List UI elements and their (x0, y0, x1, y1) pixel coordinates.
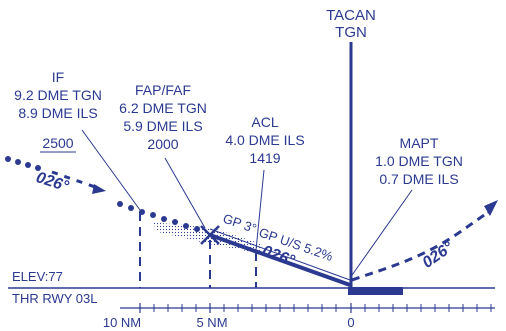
faf-leader (164, 157, 206, 229)
faf-name: FAP/FAF (135, 82, 191, 98)
acl-dme-ils: 4.0 DME ILS (225, 132, 304, 148)
tacan-ident: TGN (335, 24, 367, 41)
acl-altitude: 1419 (249, 150, 280, 166)
inbound-dashed-track (51, 170, 99, 190)
faf-dme-ils: 5.9 DME ILS (123, 118, 202, 134)
scale-minor-ticks (153, 304, 492, 312)
mapt-dme-ils: 0.7 DME ILS (379, 171, 458, 187)
if-dme-tgn: 9.2 DME TGN (14, 87, 102, 103)
if-dme-ils: 8.9 DME ILS (18, 105, 97, 121)
if-leader (81, 129, 141, 211)
inbound-dotted-track (5, 156, 41, 171)
acl-leader (255, 169, 265, 251)
faf-altitude: 2000 (147, 136, 178, 152)
mapt-name: MAPT (400, 135, 439, 151)
missed-approach-arrowhead (484, 200, 498, 216)
faf-dme-tgn: 6.2 DME TGN (119, 100, 207, 116)
elevation-label: ELEV:77 (12, 269, 63, 284)
scale-label-10nm: 10 NM (103, 315, 141, 330)
descent-dotted-track (117, 201, 200, 232)
missed-track-label: 026° (420, 239, 457, 272)
runway-block (348, 287, 403, 295)
missed-approach-path (351, 210, 491, 282)
final-approach-path (209, 233, 351, 287)
inbound-track-label: 026° (34, 169, 71, 196)
if-altitude: 2500 (42, 135, 73, 151)
scale-label-5nm: 5 NM (196, 315, 227, 330)
gp-label: GP 3° (221, 211, 259, 236)
threshold-label: THR RWY 03L (12, 291, 98, 306)
gp-line-thin (209, 228, 351, 281)
scale-label-0: 0 (347, 315, 354, 330)
inbound-arrowhead (92, 184, 106, 194)
acl-name: ACL (251, 114, 278, 130)
if-name: IF (52, 69, 64, 85)
mapt-leader (349, 189, 413, 279)
tacan-label: TACAN (326, 7, 376, 24)
mapt-dme-tgn: 1.0 DME TGN (375, 153, 463, 169)
